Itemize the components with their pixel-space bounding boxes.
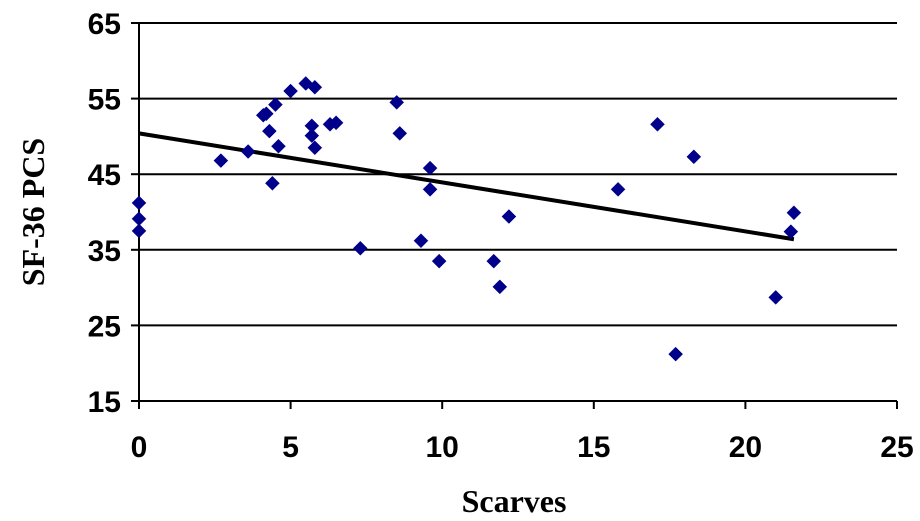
data-points bbox=[131, 76, 802, 362]
data-point bbox=[422, 160, 438, 176]
y-tick-label: 25 bbox=[88, 310, 121, 343]
y-tick-label: 15 bbox=[88, 386, 121, 419]
x-tick-label: 15 bbox=[577, 431, 610, 464]
data-point bbox=[486, 253, 502, 269]
data-point bbox=[686, 149, 702, 165]
data-point bbox=[650, 116, 665, 132]
trendline-layer bbox=[138, 131, 795, 242]
x-tick-label: 25 bbox=[880, 431, 913, 464]
data-point bbox=[283, 83, 298, 99]
data-point bbox=[668, 346, 684, 362]
x-axis-title: Scarves bbox=[462, 483, 567, 519]
data-point bbox=[768, 290, 784, 305]
data-point bbox=[213, 153, 229, 168]
data-point bbox=[271, 138, 286, 154]
y-tick-label: 65 bbox=[88, 8, 121, 41]
data-point bbox=[392, 126, 408, 141]
data-point bbox=[262, 123, 277, 139]
y-tick-label: 45 bbox=[88, 159, 121, 192]
data-point bbox=[422, 181, 438, 197]
data-point bbox=[307, 140, 323, 156]
x-tick-label: 20 bbox=[729, 431, 762, 464]
data-point bbox=[783, 224, 799, 240]
data-point bbox=[501, 209, 517, 224]
y-axis-title: SF-36 PCS bbox=[15, 138, 51, 286]
data-point bbox=[258, 106, 274, 122]
y-tick-label: 55 bbox=[88, 84, 121, 117]
data-point bbox=[240, 144, 256, 159]
data-point bbox=[265, 175, 280, 191]
y-tick-label: 35 bbox=[88, 235, 121, 268]
x-tick-label: 10 bbox=[426, 431, 459, 464]
data-point bbox=[413, 233, 429, 249]
data-point bbox=[304, 128, 320, 143]
data-point bbox=[431, 253, 447, 269]
x-tick-label: 0 bbox=[131, 431, 148, 464]
gridlines bbox=[139, 22, 897, 327]
data-point bbox=[131, 195, 147, 211]
data-point bbox=[610, 181, 626, 197]
data-point bbox=[492, 279, 508, 295]
data-point bbox=[786, 205, 802, 221]
data-point bbox=[352, 240, 368, 256]
data-point bbox=[328, 115, 344, 131]
data-point bbox=[389, 95, 405, 110]
data-point bbox=[307, 79, 323, 95]
y-tick-labels: 15 25 35 45 55 65 bbox=[88, 8, 121, 419]
x-tick-label: 5 bbox=[282, 431, 299, 464]
data-point bbox=[268, 97, 283, 113]
x-tick-labels: 0 5 10 15 20 25 bbox=[131, 431, 914, 464]
trendline bbox=[138, 131, 795, 242]
data-point bbox=[131, 223, 147, 239]
